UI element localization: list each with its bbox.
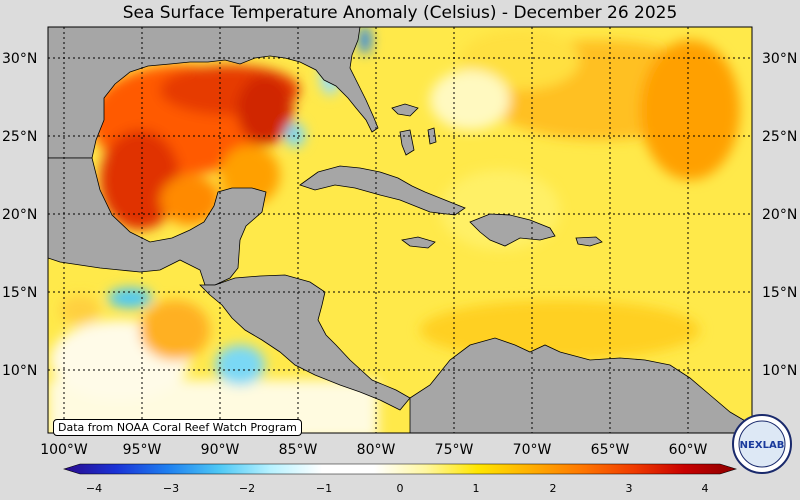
- lon-label: 75°W: [435, 442, 474, 458]
- lat-label-left: 10°N: [2, 363, 37, 379]
- colorbar-tick-label: −1: [316, 482, 332, 495]
- colorbar-tick-label: 0: [397, 482, 404, 495]
- lat-label-left: 25°N: [2, 129, 37, 145]
- lon-label: 80°W: [357, 442, 396, 458]
- colorbar-bar: [62, 463, 738, 475]
- svg-text:NEXLAB: NEXLAB: [740, 440, 785, 451]
- jamaica-island: [401, 236, 436, 249]
- map-area: [48, 27, 752, 433]
- lat-label-right: 30°N: [762, 51, 797, 67]
- lat-label-left: 20°N: [2, 207, 37, 223]
- lon-label: 60°W: [669, 442, 708, 458]
- colorbar-tick-label: 1: [473, 482, 480, 495]
- lon-label: 90°W: [201, 442, 240, 458]
- lon-label: 85°W: [279, 442, 318, 458]
- colorbar-tick-label: −4: [86, 482, 102, 495]
- map-title: Sea Surface Temperature Anomaly (Celsius…: [122, 3, 678, 23]
- lat-labels-right: 30°N 25°N 20°N 15°N 10°N: [762, 51, 797, 379]
- nexlab-logo: NEXLAB: [732, 414, 792, 474]
- puerto-rico-island: [575, 236, 603, 247]
- lon-label: 65°W: [591, 442, 630, 458]
- lat-label-left: 15°N: [2, 285, 37, 301]
- lat-label-right: 20°N: [762, 207, 797, 223]
- colorbar-tick-label: −2: [239, 482, 255, 495]
- colorbar-tick-label: 4: [702, 482, 709, 495]
- land-masses: [48, 27, 752, 433]
- usa-landmass: [48, 27, 379, 159]
- graticule: [48, 27, 752, 433]
- lon-label: 70°W: [513, 442, 552, 458]
- bahamas-island-1: [391, 103, 419, 117]
- lon-label: 95°W: [123, 442, 162, 458]
- data-source-note: Data from NOAA Coral Reef Watch Program: [53, 419, 302, 436]
- lat-label-left: 30°N: [2, 51, 37, 67]
- cuba-island: [299, 165, 466, 216]
- lon-labels: 100°W 95°W 90°W 85°W 80°W 75°W 70°W 65°W…: [40, 442, 707, 458]
- lon-label: 100°W: [40, 442, 88, 458]
- colorbar: −4 −3 −2 −1 0 1 2 3 4: [62, 463, 738, 495]
- mexico-landmass: [48, 157, 267, 286]
- lat-label-right: 25°N: [762, 129, 797, 145]
- colorbar-tick-label: −3: [163, 482, 179, 495]
- bahamas-island-3: [427, 127, 437, 145]
- colorbar-tick-label: 2: [550, 482, 557, 495]
- map-frame: [47, 26, 753, 434]
- colorbar-ticks: −4 −3 −2 −1 0 1 2 3 4: [86, 482, 709, 495]
- colorbar-tick-label: 3: [626, 482, 633, 495]
- hispaniola-island: [469, 213, 556, 247]
- lat-labels-left: 30°N 25°N 20°N 15°N 10°N: [2, 51, 37, 379]
- lat-label-right: 15°N: [762, 285, 797, 301]
- lat-label-right: 10°N: [762, 363, 797, 379]
